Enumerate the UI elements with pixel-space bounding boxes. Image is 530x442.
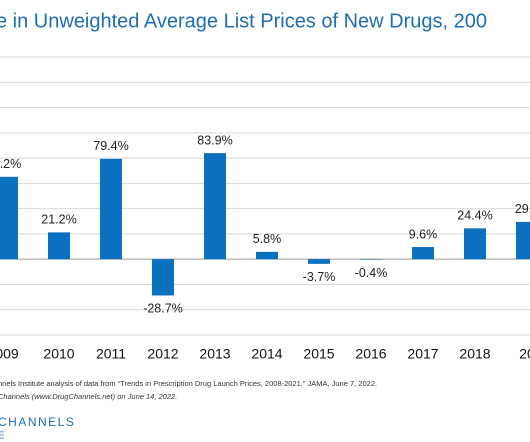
x-tick-label: 2015 bbox=[303, 346, 334, 362]
bar bbox=[100, 158, 122, 260]
x-tick-label: 2014 bbox=[251, 346, 282, 362]
value-label: 29.5 bbox=[515, 202, 530, 216]
bar bbox=[256, 251, 278, 260]
value-label: 5.8% bbox=[253, 232, 282, 246]
value-label: -3.7% bbox=[303, 270, 336, 284]
bar bbox=[0, 176, 18, 260]
bar bbox=[308, 259, 330, 264]
x-tick-label: 2017 bbox=[407, 346, 438, 362]
value-label: 5.2% bbox=[0, 157, 21, 171]
value-label: 9.6% bbox=[409, 227, 438, 241]
value-label: 79.4% bbox=[93, 139, 128, 153]
value-label: 24.4% bbox=[457, 209, 492, 223]
bar bbox=[412, 247, 434, 260]
x-tick-label: 2018 bbox=[459, 346, 490, 362]
value-label: -0.4% bbox=[355, 266, 388, 280]
x-tick-label: 2013 bbox=[199, 346, 230, 362]
bar bbox=[360, 259, 382, 260]
source-note: nnels Institute analysis of data from “T… bbox=[0, 379, 377, 388]
x-tick-label: 2010 bbox=[43, 346, 74, 362]
x-tick-label: 2016 bbox=[355, 346, 386, 362]
value-label: -28.7% bbox=[143, 302, 183, 316]
chart-title: e in Unweighted Average List Prices of N… bbox=[0, 10, 487, 32]
bar bbox=[204, 153, 226, 260]
logo-text: CHANNELS bbox=[0, 415, 75, 429]
source-note: Channels (www.DrugChannels.net) on June … bbox=[0, 392, 177, 401]
bar bbox=[516, 221, 530, 260]
value-label: 83.9% bbox=[197, 133, 232, 147]
bar bbox=[152, 259, 174, 296]
x-tick-label: 009 bbox=[0, 346, 19, 362]
logo-text: E bbox=[0, 431, 6, 442]
bar bbox=[48, 232, 70, 260]
x-tick-label: 2011 bbox=[96, 346, 126, 362]
x-tick-label: 20 bbox=[519, 346, 530, 362]
bar bbox=[464, 228, 486, 260]
x-tick-label: 2012 bbox=[147, 346, 178, 362]
value-label: 21.2% bbox=[41, 213, 76, 227]
